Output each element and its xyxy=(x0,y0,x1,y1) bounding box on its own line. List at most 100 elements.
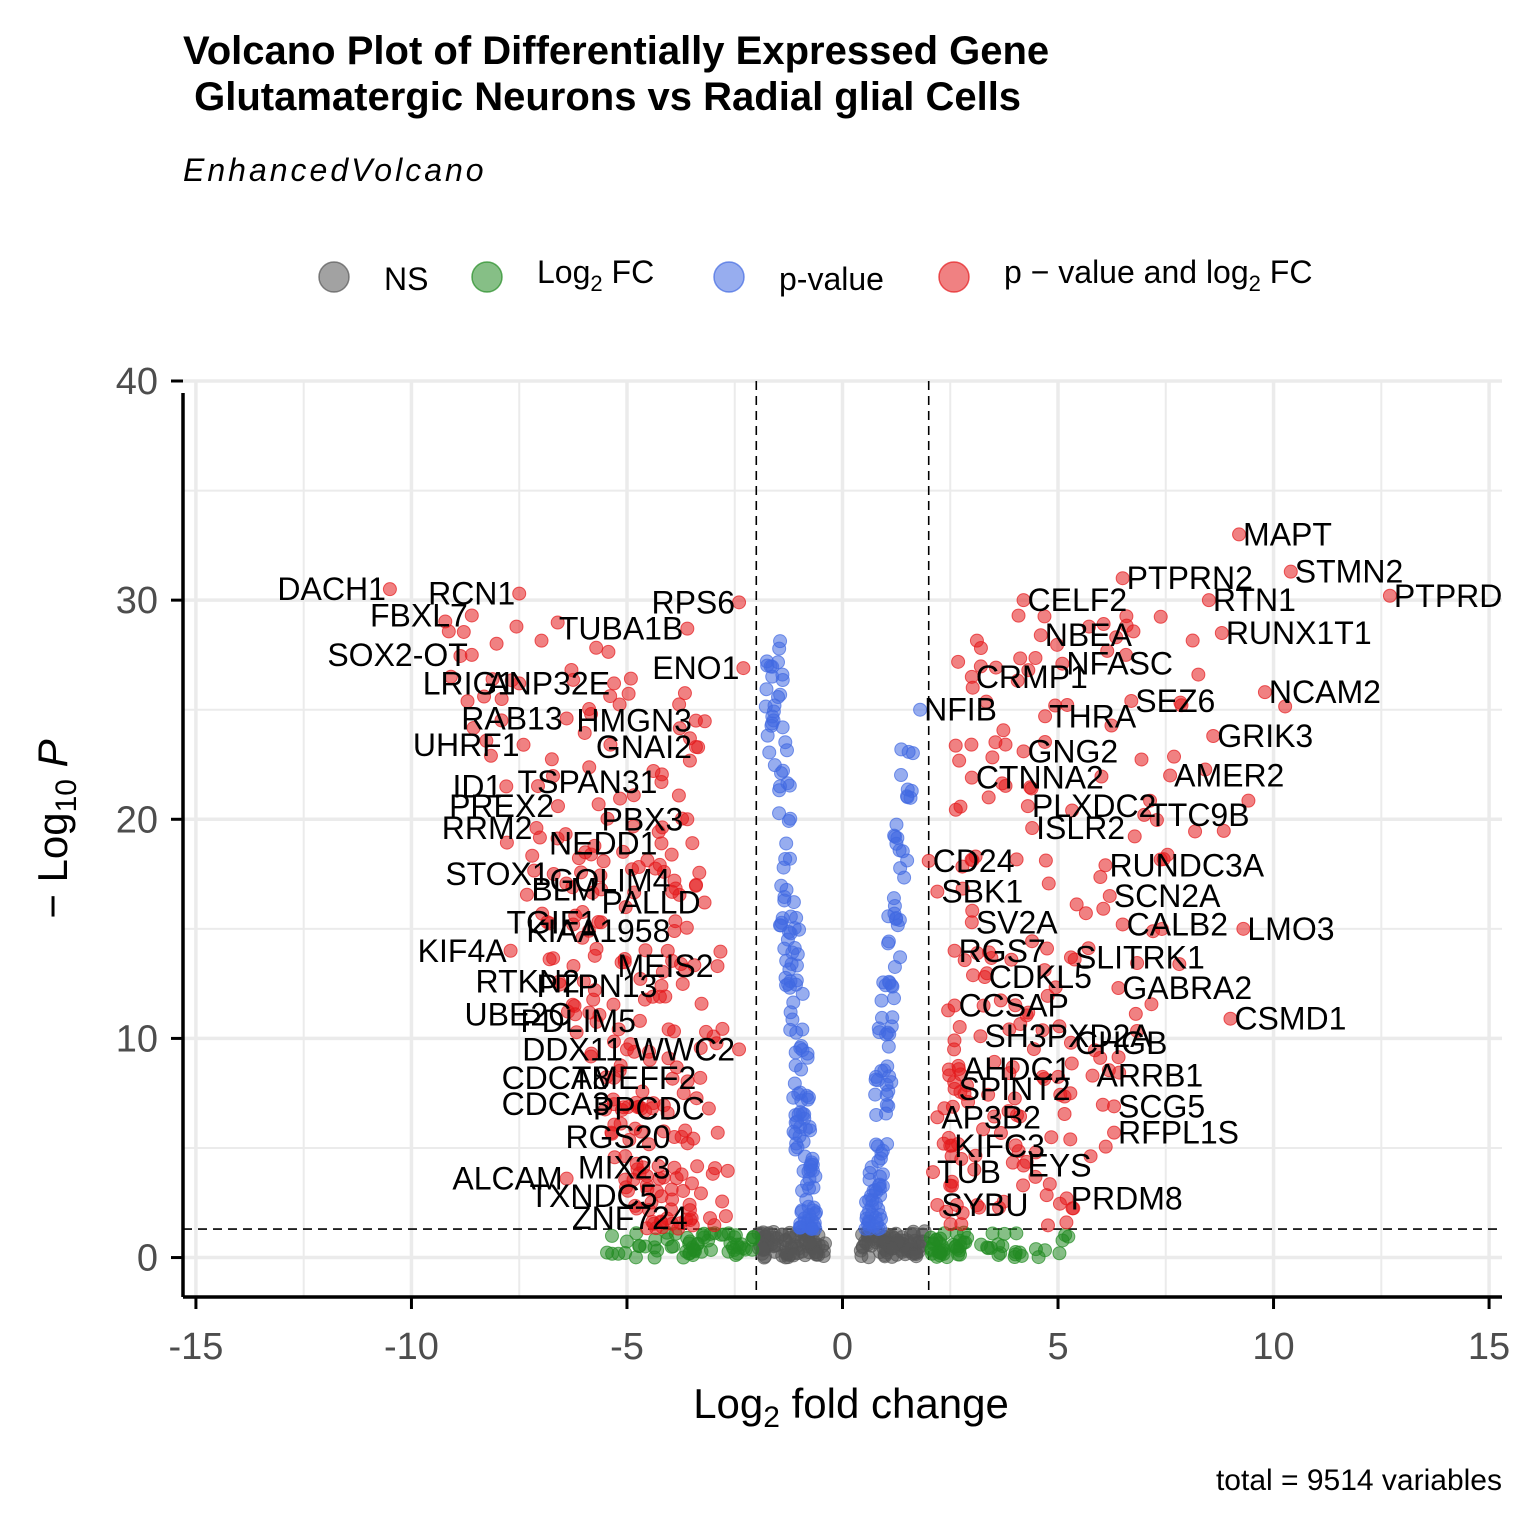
gene-label: ALCAM xyxy=(452,1161,562,1197)
gene-label: SLITRK1 xyxy=(1075,939,1205,975)
point xyxy=(1144,997,1159,1012)
point xyxy=(759,682,774,697)
point xyxy=(778,851,793,866)
point xyxy=(642,1044,657,1059)
gene-label: GNAI2 xyxy=(596,729,692,765)
point xyxy=(774,915,789,930)
point xyxy=(552,974,567,989)
point xyxy=(550,615,565,630)
point xyxy=(801,1090,816,1105)
point xyxy=(900,782,915,797)
gene-point xyxy=(1107,1099,1122,1114)
gene-label: EYS xyxy=(1028,1148,1092,1184)
point xyxy=(626,788,641,803)
point xyxy=(664,1182,679,1197)
gene-point xyxy=(529,821,544,836)
point xyxy=(1126,624,1141,639)
gene-label: RRM2 xyxy=(442,810,533,846)
gene-label: SYBU xyxy=(941,1187,1028,1223)
point xyxy=(1096,901,1111,916)
point xyxy=(795,1022,810,1037)
point xyxy=(987,1054,1002,1069)
gene-label: KIAA1958 xyxy=(526,913,670,949)
point xyxy=(1118,647,1133,662)
point xyxy=(872,1177,887,1192)
gene-label: RTKN2 xyxy=(476,963,580,999)
gene-point xyxy=(1214,626,1229,641)
point xyxy=(1052,1246,1067,1261)
point xyxy=(672,721,687,736)
point xyxy=(906,1227,921,1242)
gene-point xyxy=(551,799,566,814)
point xyxy=(1130,956,1145,971)
point xyxy=(584,847,599,862)
gene-point xyxy=(654,1189,669,1204)
gene-point xyxy=(1236,921,1251,936)
point xyxy=(628,1250,643,1265)
gene-label: CRMP1 xyxy=(976,659,1088,695)
point xyxy=(1051,1069,1066,1084)
gene-label: PTPRN2 xyxy=(1127,560,1253,596)
point xyxy=(774,878,789,893)
point xyxy=(887,959,902,974)
point xyxy=(623,671,638,686)
point xyxy=(1040,1218,1055,1233)
gene-label: RUNDC3A xyxy=(1109,847,1264,883)
point xyxy=(650,1243,665,1258)
point xyxy=(760,658,775,673)
gene-label: NBEA xyxy=(1045,617,1133,653)
point xyxy=(1044,1130,1059,1145)
gene-point xyxy=(1025,821,1040,836)
point xyxy=(786,995,801,1010)
point xyxy=(604,1228,619,1243)
gene-label: AP3B2 xyxy=(941,1099,1041,1135)
point xyxy=(584,1046,599,1061)
point xyxy=(970,1198,985,1213)
gene-point xyxy=(382,582,397,597)
point xyxy=(593,868,608,883)
point xyxy=(441,624,456,639)
point xyxy=(530,779,545,794)
point xyxy=(779,743,794,758)
point xyxy=(785,945,800,960)
point xyxy=(651,1159,666,1174)
point xyxy=(661,1051,676,1066)
point xyxy=(621,686,636,701)
point xyxy=(1130,1023,1145,1038)
gene-point xyxy=(1020,799,1035,814)
gene-point xyxy=(688,713,703,728)
point xyxy=(706,1029,721,1044)
point xyxy=(710,1125,725,1140)
point xyxy=(703,1211,718,1226)
point xyxy=(1278,699,1293,714)
point xyxy=(993,993,1008,1008)
x-tick-label: 0 xyxy=(832,1326,853,1368)
point xyxy=(952,1019,967,1034)
point xyxy=(589,1014,604,1029)
gene-label: CCSAP xyxy=(959,988,1069,1024)
point xyxy=(1019,1008,1034,1023)
gene-point xyxy=(1223,1011,1238,1026)
gene-label: UBE2C xyxy=(465,996,572,1032)
gene-label: PDLIM5 xyxy=(520,1003,636,1039)
point xyxy=(1040,941,1055,956)
gene-point xyxy=(736,661,751,676)
point xyxy=(1082,619,1097,634)
point xyxy=(666,1239,681,1254)
gene-point xyxy=(701,1101,716,1116)
gene-point xyxy=(1033,628,1048,643)
gene-point xyxy=(546,867,561,882)
point xyxy=(796,1164,811,1179)
gene-point xyxy=(973,1029,988,1044)
point xyxy=(803,1235,818,1250)
point xyxy=(655,820,670,835)
gene-point xyxy=(1102,888,1117,903)
gene-point xyxy=(667,1130,682,1145)
point xyxy=(600,811,615,826)
point xyxy=(656,1124,671,1139)
point xyxy=(1216,823,1231,838)
point xyxy=(443,669,458,684)
point xyxy=(660,1105,675,1120)
point xyxy=(661,1022,676,1037)
gene-label: SH3PXD2A xyxy=(984,1018,1152,1054)
